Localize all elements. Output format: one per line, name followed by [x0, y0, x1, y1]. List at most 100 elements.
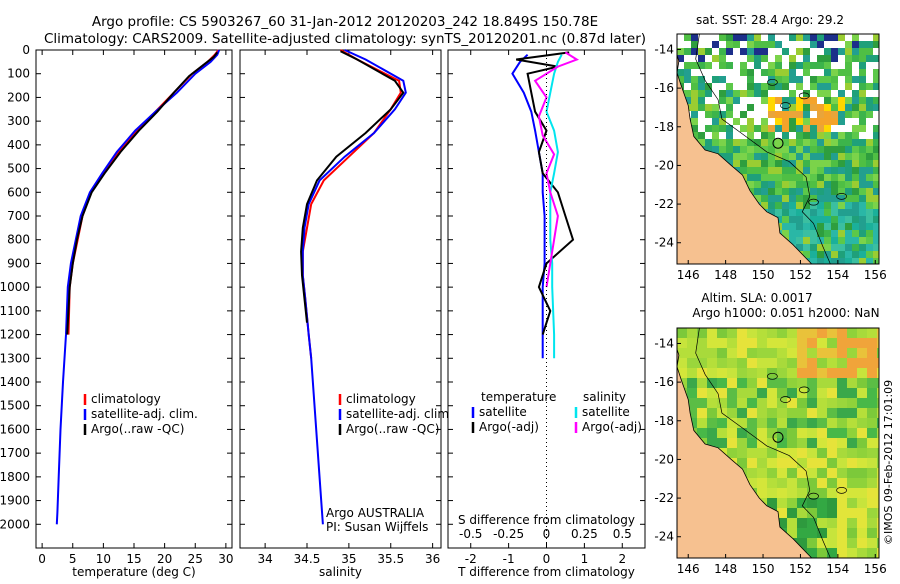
sla_map-cell — [697, 348, 708, 359]
sla_map-cell — [767, 448, 778, 459]
sst_map-cell — [754, 55, 762, 63]
sst_map-cell — [677, 69, 685, 77]
sla_map-cell — [717, 428, 728, 439]
sst_map-cell — [754, 62, 762, 70]
sla_map-cell — [837, 348, 848, 359]
sst_map-reef-outline — [798, 92, 810, 100]
sla_map-cell — [827, 518, 838, 529]
sst_map-cell — [831, 83, 839, 91]
sst_map-cell — [873, 188, 879, 196]
sla_map-cell — [847, 468, 858, 479]
sla_map-cell — [777, 468, 788, 479]
sla_map-cell — [877, 508, 879, 519]
sst_map-cell — [712, 34, 720, 42]
sst_map-cell — [740, 48, 748, 56]
sla_map-cell — [807, 388, 818, 399]
sla_map-cell — [827, 498, 838, 509]
sst_map-cell — [873, 202, 879, 210]
depth-tick-label: 1500 — [0, 399, 30, 413]
sla_map-cell — [687, 398, 698, 409]
sla_map-cell — [847, 398, 858, 409]
temperature-series-line — [55, 49, 221, 525]
sst_map-cell — [782, 69, 790, 77]
sst_map-cell — [712, 76, 720, 84]
sla_map-cell — [777, 378, 788, 389]
sst_map-cell — [866, 244, 874, 252]
sla_map-cell — [837, 428, 848, 439]
sst_map-cell — [782, 104, 790, 112]
sst_map-cell — [859, 83, 867, 91]
sla_map-cell — [827, 428, 838, 439]
depth-tick-label: 200 — [7, 90, 30, 104]
sst_map-cell — [740, 55, 748, 63]
sst_map-cell — [803, 195, 811, 203]
sst_map-cell — [810, 139, 818, 147]
sst_map-cell — [775, 111, 783, 119]
sst_map-cell — [845, 160, 853, 168]
sla_map-cell — [797, 508, 808, 519]
sst_map-cell — [845, 244, 853, 252]
sst_map-cell — [740, 104, 748, 112]
sst_map-cell — [873, 195, 879, 203]
sst_map-cell — [803, 83, 811, 91]
sla_map-cell — [847, 328, 858, 339]
sst_map-cell — [789, 90, 797, 98]
sst_map-cell — [733, 34, 741, 42]
sla_map-cell — [777, 338, 788, 349]
sla_map-cell — [777, 348, 788, 359]
sst_map-cell — [747, 48, 755, 56]
sst_map-cell — [726, 132, 734, 140]
sst_map-cell — [796, 216, 804, 224]
sla_map-cell — [797, 338, 808, 349]
sst_map-cell — [754, 132, 762, 140]
sla_map-cell — [867, 418, 878, 429]
sst_map-cell — [810, 125, 818, 133]
sst_map-xtick-label: 150 — [752, 268, 775, 282]
sst_map-cell — [705, 139, 713, 147]
sst_map-cell — [691, 69, 699, 77]
sst_map-cell — [866, 146, 874, 154]
sst_map-cell — [817, 132, 825, 140]
sla_map-cell — [817, 358, 828, 369]
salinity-diff-tick-label: 0.25 — [571, 527, 598, 541]
sla_map-cell — [787, 478, 798, 489]
sst_map-cell — [838, 118, 846, 126]
sst_map-cell — [838, 76, 846, 84]
sla_map-cell — [847, 458, 858, 469]
sst_map-cell — [754, 153, 762, 161]
sst_map-cell — [831, 153, 839, 161]
sst_map-cell — [859, 41, 867, 49]
sla_map-cell — [787, 528, 798, 539]
sst_map-cell — [768, 97, 776, 105]
sst_map-cell — [810, 230, 818, 238]
depth-tick-label: 1800 — [0, 470, 30, 484]
sst_map-cell — [852, 104, 860, 112]
sst_map-cell — [873, 174, 879, 182]
sla_map-cell — [817, 408, 828, 419]
sst_map-cell — [810, 69, 818, 77]
sla_map-cell — [737, 328, 748, 339]
sst_map-ytick-label: -14 — [654, 42, 674, 56]
sst_map-cell — [845, 48, 853, 56]
sla_map-cell — [807, 538, 818, 549]
sst_map-cell — [789, 76, 797, 84]
sst_map-cell — [754, 160, 762, 168]
sst_map-cell — [789, 118, 797, 126]
sst_map-cell — [810, 160, 818, 168]
sla_map-cell — [787, 338, 798, 349]
sst_map-cell — [845, 167, 853, 175]
sst_map-cell — [803, 216, 811, 224]
sst_map-cell — [698, 34, 706, 42]
sla_map-cell — [797, 408, 808, 419]
sst_map-cell — [747, 125, 755, 133]
sst_map-cell — [733, 104, 741, 112]
sla_map-cell — [847, 348, 858, 359]
sst_map-cell — [831, 251, 839, 259]
sst_map-cell — [810, 132, 818, 140]
sla_map-cell — [857, 508, 868, 519]
sst_map-cell — [803, 69, 811, 77]
sla_map-cell — [817, 368, 828, 379]
sst_map-cell — [775, 62, 783, 70]
sla_map-cell — [727, 368, 738, 379]
sst_map-cell — [761, 118, 769, 126]
